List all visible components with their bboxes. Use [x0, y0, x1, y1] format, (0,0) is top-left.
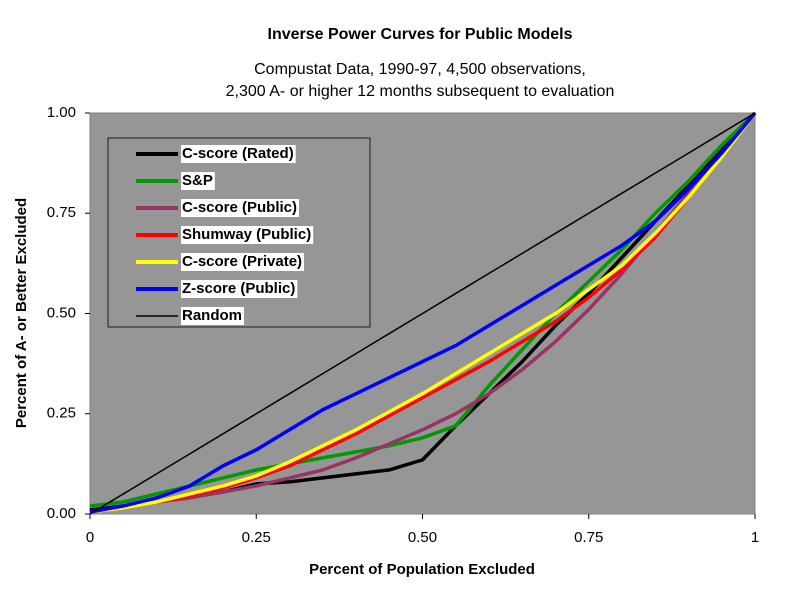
y-axis-title: Percent of A- or Better Excluded: [13, 198, 30, 428]
legend-label: C-score (Rated): [182, 145, 294, 162]
x-tick-label: 0.75: [574, 529, 603, 546]
x-tick-label: 1: [751, 529, 759, 546]
series-line: [89, 111, 757, 514]
x-tick-label: 0.25: [242, 529, 271, 546]
legend-label-bg: [181, 280, 298, 298]
x-axis-title: Percent of Population Excluded: [309, 561, 535, 578]
x-tick-label: 0: [86, 529, 94, 546]
x-tick-label: 0.50: [408, 529, 437, 546]
legend-label: Z-score (Public): [182, 280, 295, 297]
legend-label-bg: [181, 199, 300, 217]
series-line: [89, 111, 757, 514]
chart-title: Inverse Power Curves for Public Models: [268, 26, 573, 43]
y-tick-label: 0.50: [47, 304, 76, 321]
legend-label: Shumway (Public): [182, 226, 311, 243]
legend-label: Random: [182, 307, 242, 324]
legend-label-bg: [181, 226, 314, 244]
series-line: [89, 112, 756, 515]
y-tick-label: 0.75: [47, 204, 76, 221]
legend-label: S&P: [182, 172, 213, 189]
series-line: [89, 111, 757, 514]
chart-subtitle: Compustat Data, 1990-97, 4,500 observati…: [254, 61, 586, 78]
legend-label-bg: [181, 145, 296, 163]
legend-label-bg: [181, 307, 244, 325]
legend-label-bg: [181, 253, 305, 271]
legend-label: C-score (Private): [182, 253, 302, 270]
legend-label: C-score (Public): [182, 199, 297, 216]
y-tick-label: 1.00: [47, 104, 76, 121]
y-tick-label: 0.25: [47, 405, 76, 422]
series-line: [89, 111, 757, 508]
y-tick-label: 0.00: [47, 505, 76, 522]
legend-label-bg: [181, 172, 215, 190]
chart-subtitle: 2,300 A- or higher 12 months subsequent …: [226, 83, 615, 100]
